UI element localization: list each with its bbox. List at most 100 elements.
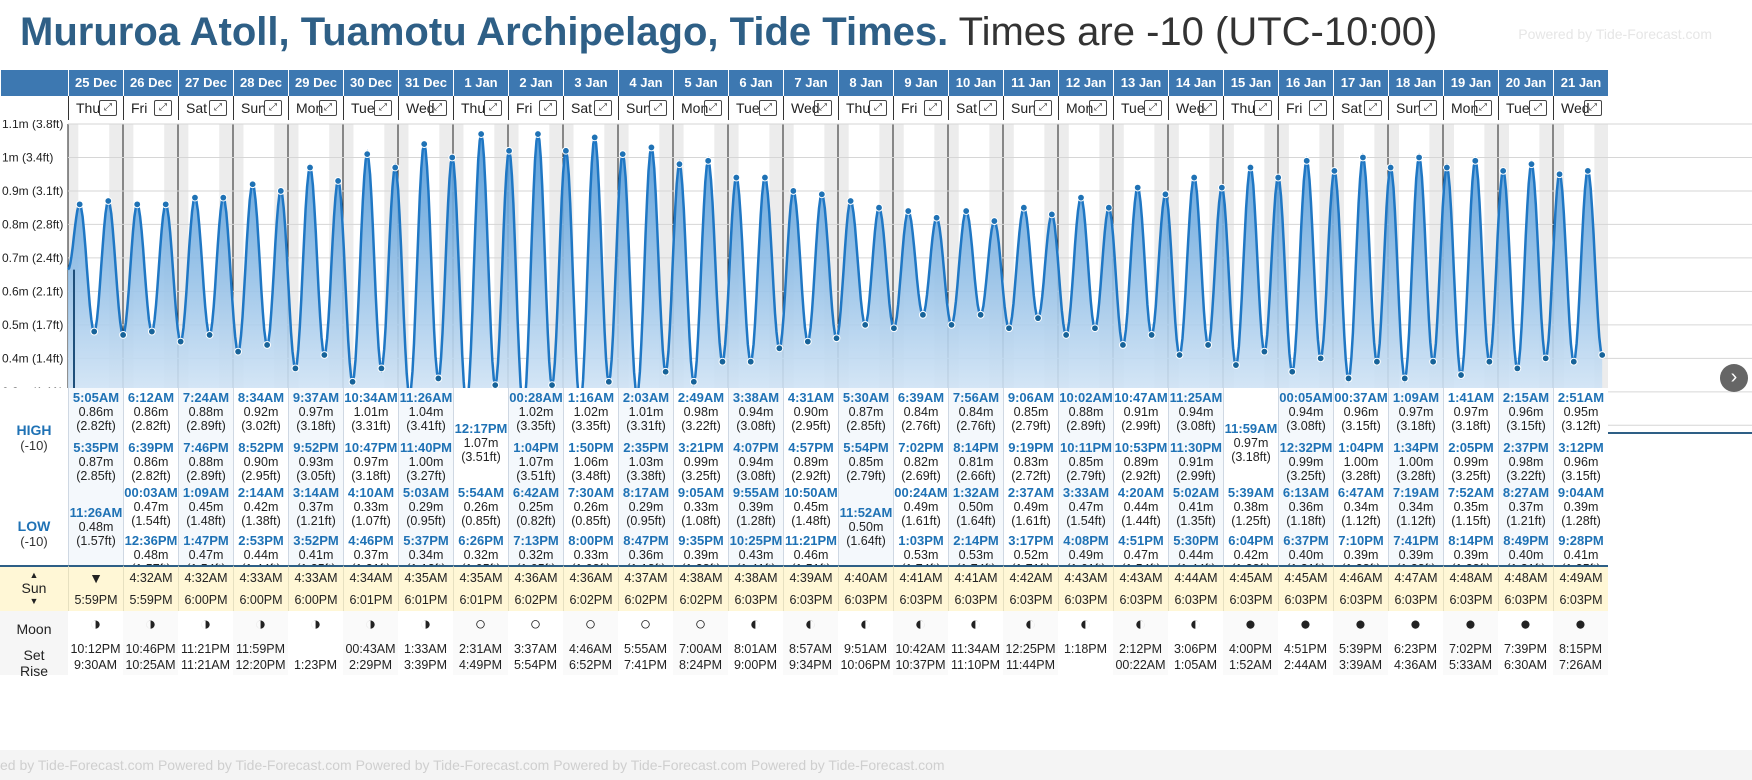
high-tide-cell: 9:37AM 0.97m (3.18ft) 9:52PM 0.93m (3.05ft) — [288, 388, 343, 484]
high-tide-height-m: 0.85m — [848, 455, 884, 469]
high-tide-entry: 5:54PM 0.85m (2.79ft) — [839, 441, 893, 484]
expand-icon[interactable]: ⤢ — [1034, 100, 1052, 116]
weekday-cell: Wed ⤢ — [398, 96, 453, 120]
low-tide-entry: 5:03AM 0.29m (0.95ft) — [399, 486, 453, 529]
expand-icon[interactable]: ⤢ — [99, 100, 117, 116]
weekday-cell: Wed ⤢ — [783, 96, 838, 120]
sunrise-time: 4:47AM — [1394, 571, 1438, 585]
expand-icon[interactable]: ⤢ — [704, 100, 722, 116]
expand-icon[interactable]: ⤢ — [319, 100, 337, 116]
low-tide-height-m: 0.34m — [408, 548, 444, 562]
expand-icon[interactable]: ⤢ — [154, 100, 172, 116]
low-tide-time: 11:52AM — [839, 505, 893, 520]
expand-icon[interactable]: ⤢ — [594, 100, 612, 116]
high-tide-height-m: 0.93m — [298, 455, 334, 469]
high-tide-height-ft: (2.85ft) — [76, 469, 116, 483]
high-tide-point — [1217, 183, 1226, 192]
title-bar: Mururoa Atoll, Tuamotu Archipelago, Tide… — [0, 0, 1752, 70]
high-tide-height-ft: (2.79ft) — [1066, 469, 1106, 483]
moon-phase-icon: ◑ — [419, 614, 432, 635]
expand-icon[interactable]: ⤢ — [1529, 100, 1547, 116]
moon-cell: ◐ 11:34AM 11:10PM — [948, 611, 1003, 675]
expand-icon[interactable]: ⤢ — [979, 100, 997, 116]
expand-icon[interactable]: ⤢ — [1144, 100, 1162, 116]
low-tide-height-m: 0.48m — [133, 548, 169, 562]
high-tide-point — [1133, 183, 1142, 192]
low-tide-height-m: 0.26m — [573, 500, 609, 514]
expand-icon[interactable]: ⤢ — [1309, 100, 1327, 116]
high-tide-time: 00:05AM — [1279, 390, 1333, 405]
expand-icon[interactable]: ⤢ — [869, 100, 887, 116]
high-tide-height-ft: (2.99ft) — [1121, 419, 1161, 433]
scroll-right-button[interactable]: › — [1720, 364, 1748, 392]
expand-icon[interactable]: ⤢ — [484, 100, 502, 116]
low-tide-height-ft: (1.44ft) — [1169, 562, 1223, 565]
low-tide-height-m: 0.37m — [1508, 500, 1544, 514]
expand-icon[interactable]: ⤢ — [1584, 100, 1602, 116]
expand-icon[interactable]: ⤢ — [1254, 100, 1272, 116]
low-tide-height-ft: (1.28ft) — [674, 562, 728, 565]
expand-icon[interactable]: ⤢ — [759, 100, 777, 116]
low-tide-entry: 00:03AM 0.47m (1.54ft) — [124, 486, 178, 529]
high-tide-cell: 3:38AM 0.94m (3.08ft) 4:07PM 0.94m (3.08ft) — [728, 388, 783, 484]
expand-icon[interactable]: ⤢ — [1089, 100, 1107, 116]
high-tide-height-m: 0.94m — [1288, 405, 1324, 419]
sunrise-time: 4:37AM — [624, 571, 668, 585]
moonset-time: 10:42AM — [895, 642, 946, 656]
expand-icon[interactable]: ⤢ — [924, 100, 942, 116]
expand-icon[interactable]: ⤢ — [209, 100, 227, 116]
high-tide-time: 7:46PM — [183, 440, 229, 455]
high-tide-height-m: 1.00m — [1343, 455, 1379, 469]
expand-icon[interactable]: ⤢ — [539, 100, 557, 116]
low-tide-point — [746, 357, 755, 366]
low-tide-point — [604, 377, 613, 386]
high-tide-entry: 8:14PM 0.81m (2.66ft) — [949, 441, 1003, 484]
moonset-time: 4:51PM — [1283, 642, 1328, 656]
high-tide-height-ft: (3.02ft) — [241, 419, 281, 433]
high-tide-point — [1583, 166, 1592, 175]
expand-icon[interactable]: ⤢ — [1474, 100, 1492, 116]
moon-phase-icon: ◐ — [1024, 614, 1037, 635]
high-tide-entry: 9:37AM 0.97m (3.18ft) — [289, 391, 343, 434]
high-tide-height-ft: (3.18ft) — [351, 469, 391, 483]
high-tide-cell: 12:17PM 1.07m (3.51ft) — [453, 388, 508, 484]
sun-label: Sun — [21, 580, 47, 596]
moon-cell: ◑ 1:33AM 3:39PM — [398, 611, 453, 675]
sunrise-time: 4:39AM — [789, 571, 833, 585]
expand-icon[interactable]: ⤢ — [1419, 100, 1437, 116]
low-tide-point — [119, 331, 128, 339]
high-tide-point — [1302, 156, 1311, 165]
sunset-arrow-icon: ▼ — [29, 596, 39, 606]
high-tide-entry: 9:19PM 0.83m (2.72ft) — [1004, 441, 1058, 484]
high-tide-height-m: 0.97m — [1453, 405, 1489, 419]
high-tide-time: 11:25AM — [1169, 390, 1223, 405]
low-tide-point — [1005, 324, 1013, 333]
expand-icon[interactable]: ⤢ — [429, 100, 447, 116]
date-13: 7 Jan — [783, 70, 838, 96]
sun-cell: 4:38AM 6:02PM — [673, 565, 728, 611]
low-tide-point — [1598, 351, 1607, 359]
high-tide-height-ft: (3.25ft) — [681, 469, 721, 483]
low-tide-time: 3:52PM — [293, 533, 339, 548]
expand-icon[interactable]: ⤢ — [1199, 100, 1217, 116]
low-tide-height-ft: (1.61ft) — [901, 514, 941, 528]
low-tide-point — [890, 324, 898, 333]
low-tide-height-m: 0.44m — [243, 548, 279, 562]
moonset-time: 9:51AM — [843, 642, 888, 656]
expand-icon[interactable]: ⤢ — [374, 100, 392, 116]
sun-cell: 4:41AM 6:03PM — [893, 565, 948, 611]
moon-phase-icon: ◐ — [1079, 614, 1092, 635]
low-tide-entry: 8:17AM 0.29m (0.95ft) — [619, 486, 673, 529]
moon-cell: ○ 7:00AM 8:24PM — [673, 611, 728, 675]
high-tide-entry: 1:50PM 1.06m (3.48ft) — [564, 441, 618, 484]
expand-icon[interactable]: ⤢ — [1364, 100, 1382, 116]
expand-icon[interactable]: ⤢ — [814, 100, 832, 116]
low-tide-entry: 5:54AM 0.26m (0.85ft) — [454, 486, 508, 529]
high-tide-height-m: 0.96m — [1563, 455, 1599, 469]
expand-icon[interactable]: ⤢ — [264, 100, 282, 116]
moon-phase-icon: ◑ — [309, 614, 322, 635]
expand-icon[interactable]: ⤢ — [649, 100, 667, 116]
